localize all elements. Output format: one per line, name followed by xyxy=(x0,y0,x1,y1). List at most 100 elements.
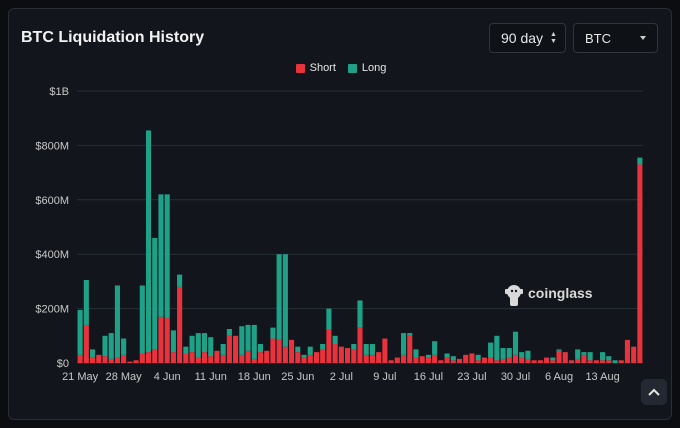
bar-short[interactable] xyxy=(208,356,214,363)
bar-long[interactable] xyxy=(295,346,301,353)
bar-short[interactable] xyxy=(400,354,407,363)
bar-short[interactable] xyxy=(506,357,512,363)
bar-long[interactable] xyxy=(637,157,643,165)
bar-long[interactable] xyxy=(612,360,618,363)
bar-long[interactable] xyxy=(432,341,438,355)
bar-short[interactable] xyxy=(388,360,394,363)
bar-short[interactable] xyxy=(158,316,164,363)
bar-long[interactable] xyxy=(519,352,525,358)
bar-short[interactable] xyxy=(463,354,469,363)
bar-long[interactable] xyxy=(226,329,232,336)
bar-long[interactable] xyxy=(450,356,456,361)
bar-short[interactable] xyxy=(301,357,307,363)
bar-long[interactable] xyxy=(164,194,170,319)
bar-short[interactable] xyxy=(195,357,201,363)
bar-short[interactable] xyxy=(338,346,344,363)
bar-short[interactable] xyxy=(425,357,431,363)
bar-short[interactable] xyxy=(133,360,139,363)
bar-short[interactable] xyxy=(376,352,382,363)
bar-short[interactable] xyxy=(550,360,556,363)
bar-short[interactable] xyxy=(295,352,301,363)
bar-long[interactable] xyxy=(407,333,413,336)
bar-short[interactable] xyxy=(183,353,189,363)
legend-item-short[interactable]: Short xyxy=(295,62,336,74)
bar-long[interactable] xyxy=(239,326,245,355)
bar-short[interactable] xyxy=(220,354,226,363)
bar-short[interactable] xyxy=(282,346,288,363)
bar-long[interactable] xyxy=(363,343,369,355)
bar-short[interactable] xyxy=(83,324,89,363)
bar-long[interactable] xyxy=(201,333,208,353)
bar-long[interactable] xyxy=(425,354,431,358)
bar-short[interactable] xyxy=(214,350,220,363)
bar-short[interactable] xyxy=(332,343,338,363)
bar-short[interactable] xyxy=(145,352,152,363)
bar-short[interactable] xyxy=(320,349,326,363)
bar-short[interactable] xyxy=(587,360,593,363)
bar-short[interactable] xyxy=(307,354,313,363)
bar-long[interactable] xyxy=(575,349,581,359)
bar-long[interactable] xyxy=(512,331,519,355)
bar-long[interactable] xyxy=(581,352,587,355)
bar-long[interactable] xyxy=(506,348,512,358)
bar-short[interactable] xyxy=(152,349,158,363)
bar-long[interactable] xyxy=(494,335,500,361)
bar-short[interactable] xyxy=(600,360,606,363)
bar-short[interactable] xyxy=(500,358,506,363)
bar-long[interactable] xyxy=(326,308,332,329)
bar-short[interactable] xyxy=(326,329,332,363)
bar-long[interactable] xyxy=(89,349,96,358)
bar-short[interactable] xyxy=(618,360,624,363)
bar-short[interactable] xyxy=(631,346,637,363)
bar-long[interactable] xyxy=(158,194,164,317)
bar-short[interactable] xyxy=(369,354,375,363)
bar-long[interactable] xyxy=(77,309,83,355)
bar-long[interactable] xyxy=(307,346,313,355)
bar-short[interactable] xyxy=(624,339,631,363)
bar-long[interactable] xyxy=(251,324,257,359)
bar-short[interactable] xyxy=(345,348,351,363)
bar-short[interactable] xyxy=(537,360,543,363)
bar-long[interactable] xyxy=(121,338,127,355)
bar-long[interactable] xyxy=(170,330,176,353)
bar-short[interactable] xyxy=(201,352,208,363)
bar-long[interactable] xyxy=(351,343,357,350)
bar-short[interactable] xyxy=(351,349,357,363)
bar-short[interactable] xyxy=(170,352,176,363)
bar-short[interactable] xyxy=(245,350,251,363)
bar-short[interactable] xyxy=(450,360,456,363)
bar-short[interactable] xyxy=(102,356,108,363)
bar-long[interactable] xyxy=(208,337,214,357)
bar-short[interactable] xyxy=(556,350,562,363)
bar-short[interactable] xyxy=(562,352,568,363)
bar-short[interactable] xyxy=(568,360,575,363)
bar-long[interactable] xyxy=(139,285,145,354)
bar-short[interactable] xyxy=(512,354,519,363)
bar-long[interactable] xyxy=(220,343,226,355)
bar-long[interactable] xyxy=(606,356,612,361)
bar-short[interactable] xyxy=(189,352,195,363)
bar-long[interactable] xyxy=(413,349,419,358)
bar-long[interactable] xyxy=(587,352,593,361)
bar-long[interactable] xyxy=(282,254,288,347)
bar-short[interactable] xyxy=(382,338,388,363)
bar-short[interactable] xyxy=(77,354,83,363)
bar-short[interactable] xyxy=(363,354,369,363)
bar-short[interactable] xyxy=(121,354,127,363)
bar-short[interactable] xyxy=(475,360,481,363)
bar-short[interactable] xyxy=(357,327,363,363)
scroll-top-button[interactable] xyxy=(641,379,667,405)
bar-short[interactable] xyxy=(494,360,500,363)
bar-short[interactable] xyxy=(164,318,170,363)
bar-long[interactable] xyxy=(550,357,556,361)
bar-long[interactable] xyxy=(320,343,326,350)
bar-short[interactable] xyxy=(438,360,444,363)
coin-select[interactable]: BTC xyxy=(573,23,658,53)
bar-short[interactable] xyxy=(139,353,145,363)
bar-long[interactable] xyxy=(257,343,264,353)
bar-short[interactable] xyxy=(444,357,450,363)
bar-long[interactable] xyxy=(301,354,307,358)
bar-short[interactable] xyxy=(606,360,612,363)
bar-short[interactable] xyxy=(114,357,120,363)
period-select[interactable]: 90 day ▲ ▼ xyxy=(489,23,566,53)
